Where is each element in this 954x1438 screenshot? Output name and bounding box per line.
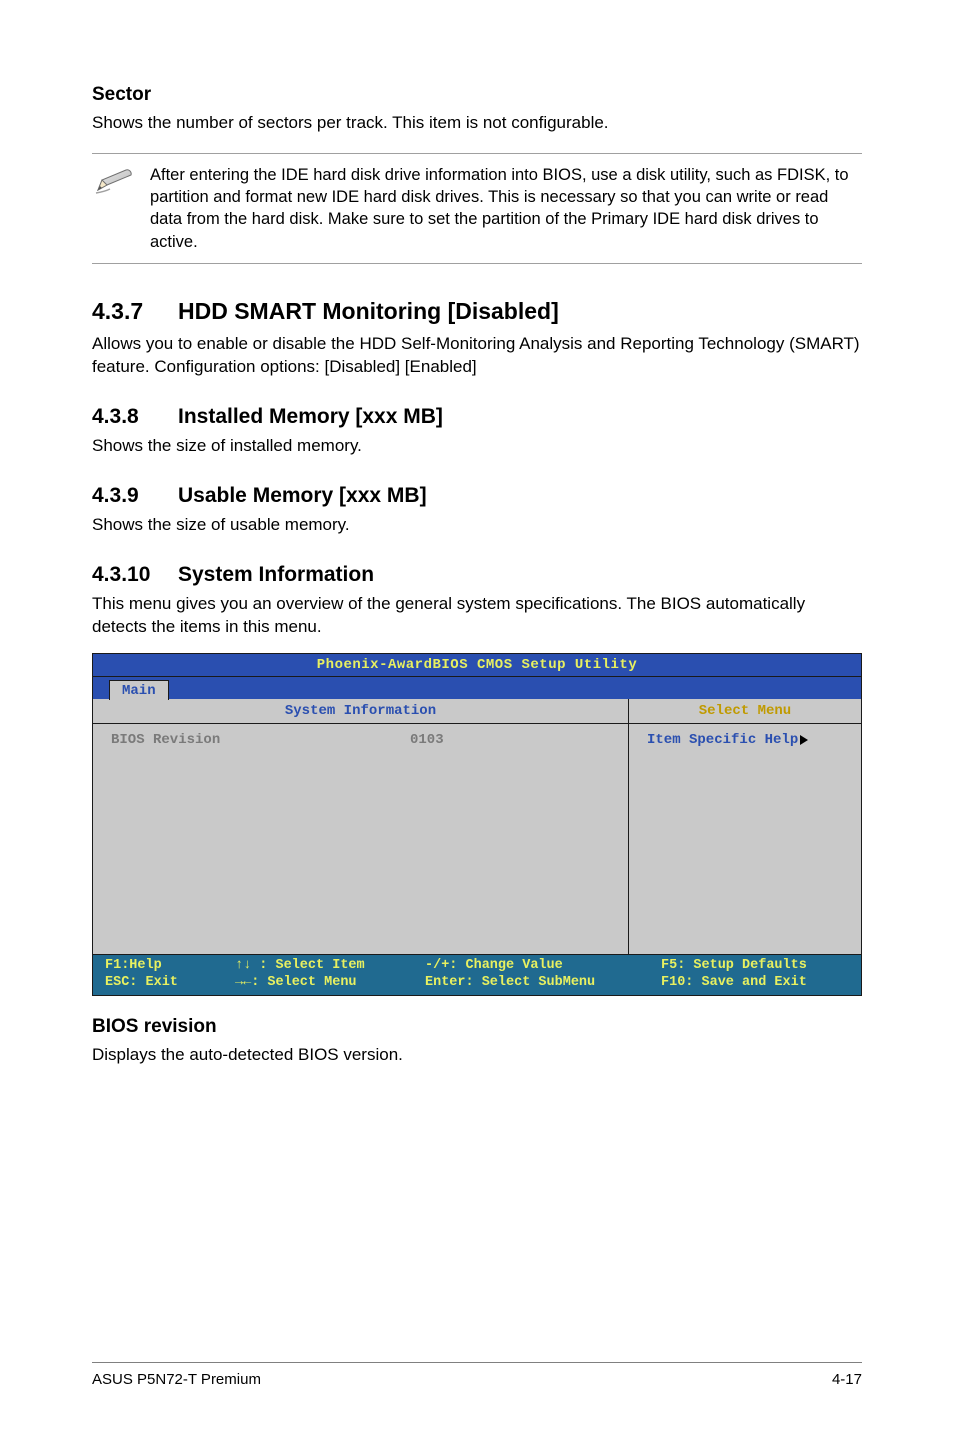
bios-help-label: Item Specific Help <box>647 732 798 748</box>
sector-body: Shows the number of sectors per track. T… <box>92 112 862 135</box>
bios-screenshot: Phoenix-AwardBIOS CMOS Setup Utility Mai… <box>92 653 862 997</box>
heading-title: Installed Memory [xxx MB] <box>178 405 862 429</box>
heading-4-3-8: 4.3.8 Installed Memory [xxx MB] <box>92 405 862 429</box>
bios-row-value: 0103 <box>410 732 610 946</box>
bios-columns: System Information BIOS Revision 0103 Se… <box>93 699 861 954</box>
heading-num: 4.3.10 <box>92 563 178 587</box>
heading-num: 4.3.8 <box>92 405 178 429</box>
bios-revision-body: Displays the auto-detected BIOS version. <box>92 1044 862 1067</box>
body-4-3-9: Shows the size of usable memory. <box>92 514 862 537</box>
bios-left-header: System Information <box>93 699 628 724</box>
note-text: After entering the IDE hard disk drive i… <box>150 164 862 253</box>
bios-left-pane: System Information BIOS Revision 0103 <box>93 699 629 954</box>
bios-right-body: Item Specific Help <box>629 724 861 954</box>
footer-right: 4-17 <box>832 1371 862 1388</box>
heading-title: System Information <box>178 563 862 587</box>
page-footer: ASUS P5N72-T Premium 4-17 <box>92 1362 862 1388</box>
footer-left: ASUS P5N72-T Premium <box>92 1371 261 1388</box>
sector-heading: Sector <box>92 84 862 106</box>
heading-4-3-9: 4.3.9 Usable Memory [xxx MB] <box>92 484 862 508</box>
heading-4-3-10: 4.3.10 System Information <box>92 563 862 587</box>
note-block: After entering the IDE hard disk drive i… <box>92 153 862 264</box>
bios-footer-col3: -/+: Change Value Enter: Select SubMenu <box>425 958 661 992</box>
heading-title: HDD SMART Monitoring [Disabled] <box>178 298 862 325</box>
heading-num: 4.3.9 <box>92 484 178 508</box>
bios-right-header: Select Menu <box>629 699 861 724</box>
bios-footer-col4: F5: Setup Defaults F10: Save and Exit <box>661 958 849 992</box>
bios-revision-heading: BIOS revision <box>92 1016 862 1038</box>
bios-footer-col1: F1:Help ESC: Exit <box>105 958 235 992</box>
bios-title-bar: Phoenix-AwardBIOS CMOS Setup Utility <box>93 654 861 677</box>
bios-row-label: BIOS Revision <box>111 732 410 946</box>
heading-title: Usable Memory [xxx MB] <box>178 484 862 508</box>
bios-footer-col2: ↑↓ : Select Item →←: Select Menu <box>235 958 425 992</box>
bios-footer: F1:Help ESC: Exit ↑↓ : Select Item →←: S… <box>93 954 861 996</box>
bios-tab-bar: Main <box>93 677 861 699</box>
bios-help-line: Item Specific Help <box>647 732 808 748</box>
body-4-3-10: This menu gives you an overview of the g… <box>92 593 862 639</box>
pencil-icon <box>92 164 150 201</box>
note-rule-bottom <box>92 263 862 264</box>
triangle-right-icon <box>800 735 808 745</box>
body-4-3-8: Shows the size of installed memory. <box>92 435 862 458</box>
bios-left-body: BIOS Revision 0103 <box>93 724 628 954</box>
bios-right-pane: Select Menu Item Specific Help <box>629 699 861 954</box>
page: Sector Shows the number of sectors per t… <box>0 0 954 1438</box>
heading-4-3-7: 4.3.7 HDD SMART Monitoring [Disabled] <box>92 298 862 325</box>
body-4-3-7: Allows you to enable or disable the HDD … <box>92 333 862 379</box>
heading-num: 4.3.7 <box>92 298 178 325</box>
bios-tab-main[interactable]: Main <box>109 680 169 700</box>
note-row: After entering the IDE hard disk drive i… <box>92 154 862 263</box>
